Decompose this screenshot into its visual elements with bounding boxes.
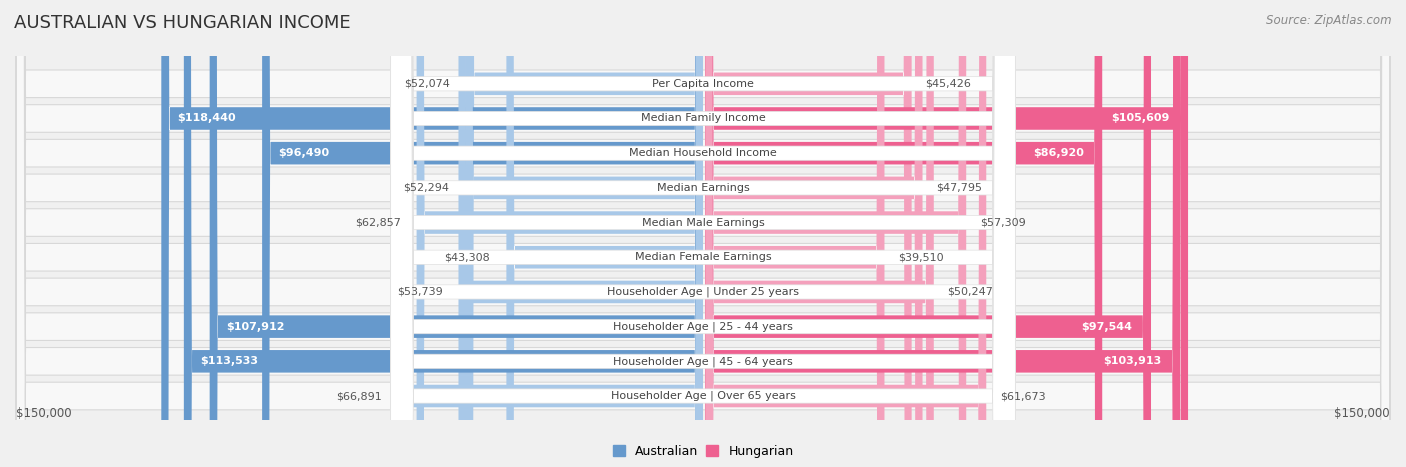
FancyBboxPatch shape [17, 0, 1389, 467]
Text: $96,490: $96,490 [278, 148, 329, 158]
Text: $52,294: $52,294 [404, 183, 449, 193]
FancyBboxPatch shape [706, 0, 986, 467]
FancyBboxPatch shape [391, 0, 1015, 467]
FancyBboxPatch shape [17, 0, 1389, 467]
Text: Per Capita Income: Per Capita Income [652, 79, 754, 89]
FancyBboxPatch shape [391, 0, 1015, 467]
Text: Median Family Income: Median Family Income [641, 113, 765, 123]
Text: Median Household Income: Median Household Income [628, 148, 778, 158]
FancyBboxPatch shape [17, 0, 1389, 467]
Text: Median Male Earnings: Median Male Earnings [641, 218, 765, 227]
FancyBboxPatch shape [17, 0, 1389, 467]
Text: Median Earnings: Median Earnings [657, 183, 749, 193]
Text: $103,913: $103,913 [1104, 356, 1161, 366]
FancyBboxPatch shape [391, 0, 1015, 467]
Legend: Australian, Hungarian: Australian, Hungarian [613, 445, 793, 458]
Text: $61,673: $61,673 [1000, 391, 1046, 401]
FancyBboxPatch shape [184, 0, 703, 467]
Text: $150,000: $150,000 [17, 407, 72, 420]
FancyBboxPatch shape [17, 0, 1389, 467]
Text: $105,609: $105,609 [1111, 113, 1170, 123]
Text: $57,309: $57,309 [980, 218, 1026, 227]
Text: $52,074: $52,074 [404, 79, 450, 89]
Text: Householder Age | Over 65 years: Householder Age | Over 65 years [610, 391, 796, 401]
FancyBboxPatch shape [391, 0, 1015, 467]
FancyBboxPatch shape [17, 0, 1389, 467]
Text: Median Female Earnings: Median Female Earnings [634, 252, 772, 262]
FancyBboxPatch shape [706, 0, 934, 467]
FancyBboxPatch shape [706, 0, 1180, 467]
FancyBboxPatch shape [391, 0, 1015, 467]
Text: $62,857: $62,857 [354, 218, 401, 227]
FancyBboxPatch shape [209, 0, 703, 467]
Text: $66,891: $66,891 [336, 391, 382, 401]
Text: $118,440: $118,440 [177, 113, 236, 123]
FancyBboxPatch shape [391, 0, 1015, 467]
FancyBboxPatch shape [391, 0, 1015, 467]
Text: Householder Age | 45 - 64 years: Householder Age | 45 - 64 years [613, 356, 793, 367]
Text: $47,795: $47,795 [936, 183, 983, 193]
FancyBboxPatch shape [706, 0, 1188, 467]
FancyBboxPatch shape [465, 0, 703, 467]
FancyBboxPatch shape [416, 0, 703, 467]
FancyBboxPatch shape [391, 0, 1015, 467]
FancyBboxPatch shape [17, 0, 1389, 467]
Text: $43,308: $43,308 [444, 252, 491, 262]
Text: $50,247: $50,247 [948, 287, 994, 297]
Text: AUSTRALIAN VS HUNGARIAN INCOME: AUSTRALIAN VS HUNGARIAN INCOME [14, 14, 350, 32]
FancyBboxPatch shape [706, 0, 966, 467]
FancyBboxPatch shape [391, 0, 1015, 467]
FancyBboxPatch shape [17, 0, 1389, 467]
FancyBboxPatch shape [398, 0, 703, 467]
Text: $113,533: $113,533 [200, 356, 257, 366]
Text: $39,510: $39,510 [898, 252, 943, 262]
FancyBboxPatch shape [162, 0, 703, 467]
Text: $107,912: $107,912 [226, 322, 284, 332]
FancyBboxPatch shape [391, 0, 1015, 467]
Text: $150,000: $150,000 [1334, 407, 1389, 420]
FancyBboxPatch shape [506, 0, 703, 467]
Text: $97,544: $97,544 [1081, 322, 1133, 332]
Text: $86,920: $86,920 [1033, 148, 1084, 158]
FancyBboxPatch shape [17, 0, 1389, 467]
FancyBboxPatch shape [706, 0, 1102, 467]
Text: Householder Age | 25 - 44 years: Householder Age | 25 - 44 years [613, 321, 793, 332]
Text: $45,426: $45,426 [925, 79, 972, 89]
Text: $53,739: $53,739 [396, 287, 443, 297]
FancyBboxPatch shape [706, 0, 1152, 467]
Text: Householder Age | Under 25 years: Householder Age | Under 25 years [607, 287, 799, 297]
FancyBboxPatch shape [262, 0, 703, 467]
Text: Source: ZipAtlas.com: Source: ZipAtlas.com [1267, 14, 1392, 27]
FancyBboxPatch shape [17, 0, 1389, 467]
FancyBboxPatch shape [706, 0, 911, 467]
FancyBboxPatch shape [706, 0, 922, 467]
FancyBboxPatch shape [458, 0, 703, 467]
FancyBboxPatch shape [467, 0, 703, 467]
FancyBboxPatch shape [706, 0, 884, 467]
